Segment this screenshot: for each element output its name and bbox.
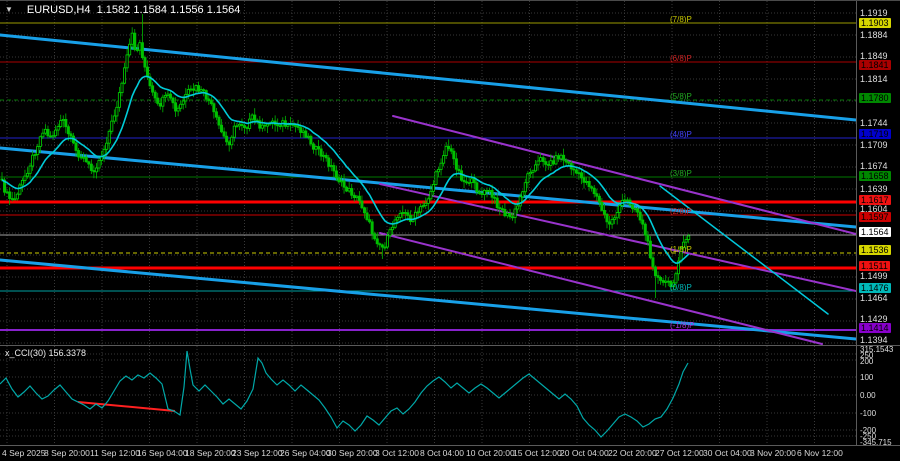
price-axis-label: 1.1674 xyxy=(860,161,888,171)
trendline xyxy=(0,258,856,341)
murrey-level-label: (4/8)P xyxy=(670,130,692,139)
price-levels xyxy=(0,22,856,331)
ohlc-quotes-label: 1.1582 1.1584 1.1556 1.1564 xyxy=(96,4,241,16)
cci-axis-label: 200 xyxy=(860,357,874,366)
trendline xyxy=(379,232,823,345)
price-axis-label: 1.1884 xyxy=(860,30,888,40)
chart-menu-dropdown-icon[interactable]: ▼ xyxy=(5,5,13,14)
trendline xyxy=(379,183,856,292)
indicator-name-label: x_CCI(30) 156.3378 xyxy=(5,348,87,358)
time-axis-label: 3 Nov 20:00 xyxy=(750,448,796,458)
time-axis-label: 22 Oct 20:00 xyxy=(608,448,657,458)
price-axis-label: 1.1604 xyxy=(860,204,888,214)
pane-separator[interactable] xyxy=(0,445,900,446)
murrey-level-label: (5/8)P xyxy=(670,92,692,101)
axis-separator xyxy=(856,1,857,445)
time-axis-label: 11 Sep 12:00 xyxy=(90,448,140,458)
murrey-level-label: (6/8)P xyxy=(670,54,692,63)
time-axis-label: 6 Nov 12:00 xyxy=(797,448,843,458)
time-axis-label: 30 Oct 04:00 xyxy=(703,448,752,458)
price-axis[interactable]: 1.1919 1.1903 1.1884 1.1849 1.1841 1.1814 1.17… xyxy=(857,1,900,345)
time-axis-label: 3 Oct 12:00 xyxy=(375,448,419,458)
cci-axis-label: 100 xyxy=(860,373,874,382)
time-axis-label: 23 Sep 12:00 xyxy=(232,448,283,458)
price-axis-label: 1.1429 xyxy=(860,314,888,324)
cci-axis-label: -250 xyxy=(860,432,877,441)
price-axis-label: 1.1564 xyxy=(859,227,891,237)
price-axis-label: 1.1719 xyxy=(859,129,891,139)
time-axis-label: 20 Oct 04:00 xyxy=(560,448,609,458)
cci-line xyxy=(0,350,689,438)
time-axis-label: 30 Sep 20:00 xyxy=(327,448,378,458)
murrey-level-label: (1/8)P xyxy=(670,245,692,254)
time-axis[interactable]: 4 Sep 2025 8 Sep 20:00 11 Sep 12:00 16 Sep … xyxy=(0,447,900,461)
murrey-level-label: (3/8)P xyxy=(670,169,692,178)
price-axis-label: 1.1414 xyxy=(859,323,891,333)
cci-grid xyxy=(0,346,856,444)
murrey-level-label: (-1/8)P xyxy=(670,321,695,330)
trendline xyxy=(0,146,856,229)
cci-axis-label: 0.00 xyxy=(860,391,876,400)
moving-average-line xyxy=(1,75,690,265)
cci-indicator-canvas[interactable] xyxy=(0,346,856,444)
cci-axis-label: 315.1543 xyxy=(860,345,894,354)
price-axis-label: 1.1841 xyxy=(859,60,891,70)
price-axis-label: 1.1394 xyxy=(860,335,888,345)
price-axis-label: 1.1476 xyxy=(859,283,891,293)
cci-red-trendline xyxy=(77,401,176,412)
price-axis-label: 1.1597 xyxy=(859,212,891,222)
time-axis-label: 8 Sep 20:00 xyxy=(44,448,90,458)
symbol-timeframe-label: EURUSD,H4 xyxy=(26,4,91,16)
price-axis-label: 1.1814 xyxy=(860,74,888,84)
pane-separator[interactable] xyxy=(0,345,900,346)
cci-axis[interactable]: 315.1543 250 200 100 0.00 -100 -200 -250 -345.71… xyxy=(857,345,900,447)
time-axis-label: 10 Oct 20:00 xyxy=(466,448,515,458)
price-axis-label: 1.1658 xyxy=(859,171,891,181)
time-axis-label: 15 Oct 12:00 xyxy=(513,448,562,458)
price-axis-label: 1.1849 xyxy=(860,51,888,61)
price-axis-label: 1.1499 xyxy=(860,271,888,281)
murrey-level-label: (2/8)P xyxy=(670,207,692,216)
cci-axis-label: -345.715 xyxy=(860,438,892,447)
price-axis-label: 1.1919 xyxy=(860,8,888,18)
cci-axis-label: -100 xyxy=(860,409,877,418)
time-axis-label: 26 Sep 04:00 xyxy=(280,448,331,458)
price-axis-label: 1.1511 xyxy=(859,261,890,271)
price-axis-label: 1.1903 xyxy=(859,18,891,28)
price-chart-canvas[interactable] xyxy=(0,1,856,345)
price-axis-label: 1.1617 xyxy=(859,195,891,205)
price-axis-label: 1.1639 xyxy=(860,184,888,194)
price-axis-label: 1.1464 xyxy=(860,293,888,303)
time-axis-label: 8 Oct 04:00 xyxy=(420,448,464,458)
time-axis-label: 27 Oct 12:00 xyxy=(655,448,704,458)
time-axis-label: 16 Sep 04:00 xyxy=(137,448,188,458)
chart-title: ▼ EURUSD,H4 1.1582 1.1584 1.1556 1.1564 xyxy=(5,4,240,16)
trendlines xyxy=(0,33,856,345)
time-axis-label: 18 Sep 20:00 xyxy=(185,448,236,458)
time-axis-label: 4 Sep 2025 xyxy=(2,448,46,458)
murrey-level-label: (7/8)P xyxy=(670,15,692,24)
cci-axis-label: 250 xyxy=(860,351,874,360)
price-axis-label: 1.1709 xyxy=(860,140,888,150)
trendline xyxy=(659,185,829,315)
price-axis-label: 1.1744 xyxy=(860,118,888,128)
murrey-level-label: (0/8)P xyxy=(670,283,692,292)
cci-axis-label: -200 xyxy=(860,426,877,435)
price-axis-label: 1.1536 xyxy=(859,245,891,255)
trendline xyxy=(392,115,856,235)
price-axis-label: 1.1780 xyxy=(859,93,891,103)
